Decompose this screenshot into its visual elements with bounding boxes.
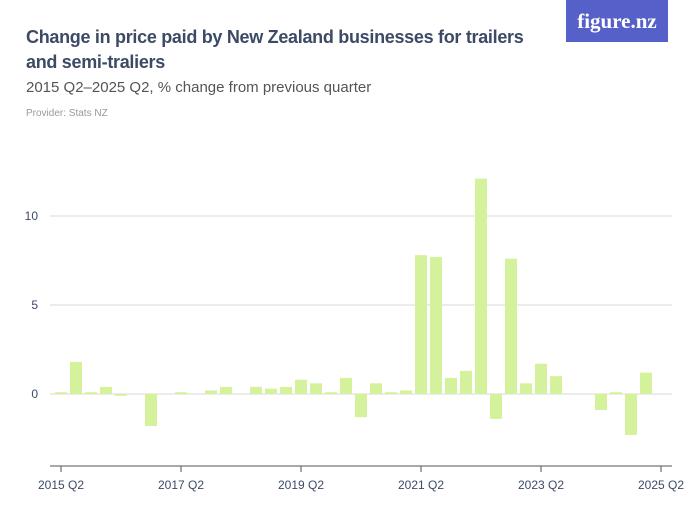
bar-2015-q2	[55, 392, 67, 394]
x-tick-label: 2015 Q2	[38, 478, 84, 492]
bar-2017-q2	[175, 392, 187, 394]
x-tick-label: 2025 Q2	[638, 478, 684, 492]
bar-2023-q3	[550, 376, 562, 394]
chart-subtitle: 2015 Q2–2025 Q2, % change from previous …	[26, 79, 372, 96]
logo-text: figure.nz	[577, 8, 657, 33]
bar-2022-q2	[475, 178, 487, 394]
bar-2020-q3	[370, 383, 382, 394]
bar-2017-q4	[205, 390, 217, 394]
bar-2021-q1	[400, 390, 412, 394]
bar-2019-q3	[310, 383, 322, 394]
y-tick-label: 5	[31, 298, 38, 312]
bar-2015-q3	[70, 361, 82, 394]
y-tick-label: 10	[25, 209, 39, 223]
bar-2021-q2	[415, 255, 427, 394]
bar-2020-q2	[355, 394, 367, 418]
bar-2020-q1	[340, 377, 352, 394]
bar-2025-q1	[640, 372, 652, 394]
bar-2022-q1	[460, 370, 472, 394]
bar-2022-q4	[505, 258, 517, 394]
bar-2024-q4	[625, 394, 637, 435]
provider-label: Provider: Stats NZ	[26, 108, 108, 119]
bar-2024-q2	[595, 394, 607, 411]
bar-2015-q4	[85, 392, 97, 394]
bar-2019-q2	[295, 379, 307, 394]
x-tick-label: 2021 Q2	[398, 478, 444, 492]
bar-2019-q1	[280, 386, 292, 394]
bar-2022-q3	[490, 394, 502, 419]
bar-2023-q1	[520, 383, 532, 394]
bar-2024-q3	[610, 392, 622, 394]
bar-2023-q2	[535, 363, 547, 394]
bar-2020-q4	[385, 392, 397, 394]
x-tick-label: 2017 Q2	[158, 478, 204, 492]
bar-2021-q4	[445, 377, 457, 394]
bar-2018-q4	[265, 388, 277, 394]
bar-2016-q4	[145, 394, 157, 427]
y-tick-label: 0	[31, 387, 38, 401]
chart-title: Change in price paid by New Zealand busi…	[26, 27, 524, 72]
x-tick-label: 2019 Q2	[278, 478, 324, 492]
bar-2016-q2	[115, 394, 127, 396]
x-tick-label: 2023 Q2	[518, 478, 564, 492]
bar-2018-q1	[220, 386, 232, 394]
bar-2016-q1	[100, 386, 112, 394]
bar-2021-q3	[430, 256, 442, 394]
bar-2018-q3	[250, 386, 262, 394]
bar-2019-q4	[325, 392, 337, 394]
figure-nz-logo[interactable]: figure.nz	[566, 0, 668, 42]
